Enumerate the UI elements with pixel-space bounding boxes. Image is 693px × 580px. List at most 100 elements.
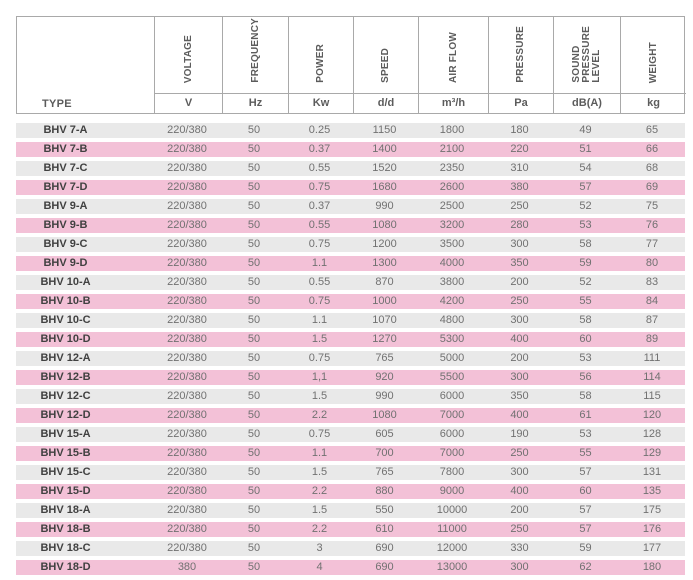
- value-cell-air-flow: 3500: [439, 238, 465, 250]
- value-cell-air-flow: 5000: [439, 352, 465, 364]
- column-header-frequency: FREQUENCY: [222, 17, 288, 94]
- value-cell-weight: 69: [645, 181, 659, 193]
- value-cell-frequency: 50: [247, 390, 261, 402]
- type-cell: BHV 9-D: [43, 257, 88, 269]
- value-cell-sound-pressure-level: 57: [579, 504, 592, 516]
- fan-spec-table: TYPE VOLTAGE FREQUENCY POWER SPEED AIR FLOW P…: [16, 16, 686, 575]
- value-cell-speed: 1400: [372, 143, 397, 155]
- table-row: BHV 10-B 220/380 50 0.75 1000 4200 250 55 84: [16, 294, 685, 309]
- value-cell-weight: 65: [645, 124, 659, 136]
- type-cell: BHV 18-C: [40, 542, 91, 554]
- value-cell-sound-pressure-level: 56: [579, 371, 592, 383]
- value-cell-speed: 605: [375, 428, 394, 440]
- value-cell-voltage: 220/380: [167, 466, 207, 478]
- table-row: BHV 10-C 220/380 50 1.1 1070 4800 300 58 87: [16, 313, 685, 328]
- value-cell-frequency: 50: [247, 371, 261, 383]
- value-cell-sound-pressure-level: 59: [579, 542, 592, 554]
- type-cell: BHV 9-C: [43, 238, 88, 250]
- value-cell-sound-pressure-level: 60: [579, 333, 592, 345]
- value-cell-power: 1.5: [311, 390, 328, 402]
- value-cell-voltage: 220/380: [167, 409, 207, 421]
- value-cell-air-flow: 5300: [439, 333, 465, 345]
- value-cell-speed: 765: [375, 352, 394, 364]
- value-cell-power: 0.37: [308, 143, 331, 155]
- value-cell-speed: 1080: [372, 219, 397, 231]
- value-cell-power: 2.2: [311, 485, 328, 497]
- value-cell-power: 4: [316, 561, 323, 573]
- value-cell-pressure: 250: [510, 447, 529, 459]
- value-cell-voltage: 220/380: [167, 371, 207, 383]
- value-cell-air-flow: 10000: [436, 504, 468, 516]
- value-cell-power: 2.2: [311, 409, 328, 421]
- value-cell-air-flow: 9000: [439, 485, 465, 497]
- value-cell-weight: 180: [642, 561, 662, 573]
- column-header-speed: SPEED: [353, 17, 418, 94]
- value-cell-air-flow: 1800: [439, 124, 465, 136]
- table-row: BHV 12-D 220/380 50 2.2 1080 7000 400 61 120: [16, 408, 685, 423]
- value-cell-sound-pressure-level: 59: [579, 257, 592, 269]
- value-cell-sound-pressure-level: 58: [579, 314, 592, 326]
- value-cell-air-flow: 5500: [439, 371, 465, 383]
- value-cell-pressure: 400: [510, 409, 529, 421]
- value-cell-sound-pressure-level: 54: [579, 162, 592, 174]
- table-row: BHV 12-C 220/380 50 1.5 990 6000 350 58 115: [16, 389, 685, 404]
- value-cell-voltage: 220/380: [167, 428, 207, 440]
- value-cell-power: 0.75: [308, 428, 331, 440]
- value-cell-frequency: 50: [247, 504, 261, 516]
- value-cell-sound-pressure-level: 58: [579, 238, 592, 250]
- value-cell-air-flow: 2500: [439, 200, 465, 212]
- value-cell-voltage: 220/380: [167, 523, 207, 535]
- value-cell-voltage: 220/380: [167, 200, 207, 212]
- value-cell-weight: 66: [645, 143, 659, 155]
- value-cell-frequency: 50: [247, 219, 261, 231]
- value-cell-frequency: 50: [247, 542, 261, 554]
- type-cell: BHV 10-A: [40, 276, 91, 288]
- value-cell-power: 1.5: [311, 466, 328, 478]
- type-cell: BHV 12-A: [40, 352, 91, 364]
- column-unit-sound-pressure-level: dB(A): [553, 94, 620, 113]
- value-cell-voltage: 220/380: [167, 352, 207, 364]
- table-row: BHV 15-D 220/380 50 2.2 880 9000 400 60 135: [16, 484, 685, 499]
- value-cell-pressure: 400: [510, 485, 529, 497]
- value-cell-voltage: 220/380: [167, 238, 207, 250]
- value-cell-speed: 1300: [372, 257, 397, 269]
- type-cell: BHV 18-B: [40, 523, 91, 535]
- value-cell-air-flow: 7000: [439, 409, 465, 421]
- value-cell-air-flow: 7000: [439, 447, 465, 459]
- value-cell-speed: 700: [375, 447, 394, 459]
- value-cell-pressure: 220: [510, 143, 529, 155]
- column-header-pressure: PRESSURE: [488, 17, 553, 94]
- type-cell: BHV 9-A: [43, 200, 88, 212]
- value-cell-pressure: 200: [510, 276, 529, 288]
- type-cell: BHV 10-D: [40, 333, 91, 345]
- value-cell-sound-pressure-level: 53: [579, 219, 592, 231]
- value-cell-frequency: 50: [247, 181, 261, 193]
- value-cell-speed: 1270: [372, 333, 397, 345]
- table-row: BHV 7-D 220/380 50 0.75 1680 2600 380 57 69: [16, 180, 685, 195]
- column-unit-speed: d/d: [353, 94, 418, 113]
- value-cell-sound-pressure-level: 60: [579, 485, 592, 497]
- table-body: BHV 7-A 220/380 50 0.25 1150 1800 180 49 65 BHV 7…: [16, 123, 685, 575]
- table-row: BHV 18-C 220/380 50 3 690 12000 330 59 177: [16, 541, 685, 556]
- value-cell-weight: 75: [645, 200, 659, 212]
- type-cell: BHV 7-C: [43, 162, 88, 174]
- value-cell-air-flow: 6000: [439, 390, 465, 402]
- type-cell: BHV 15-D: [40, 485, 91, 497]
- column-header-power: POWER: [288, 17, 353, 94]
- value-cell-speed: 990: [375, 390, 394, 402]
- value-cell-voltage: 220/380: [167, 485, 207, 497]
- value-cell-frequency: 50: [247, 409, 261, 421]
- value-cell-pressure: 300: [510, 238, 529, 250]
- value-cell-weight: 128: [642, 428, 662, 440]
- value-cell-sound-pressure-level: 52: [579, 276, 592, 288]
- column-unit-pressure: Pa: [488, 94, 553, 113]
- value-cell-frequency: 50: [247, 238, 261, 250]
- column-unit-air-flow: m³/h: [418, 94, 488, 113]
- value-cell-frequency: 50: [247, 124, 261, 136]
- value-cell-weight: 115: [643, 390, 661, 402]
- value-cell-voltage: 220/380: [167, 542, 207, 554]
- value-cell-power: 0.75: [308, 295, 331, 307]
- column-unit-power: Kw: [288, 94, 353, 113]
- value-cell-frequency: 50: [247, 428, 261, 440]
